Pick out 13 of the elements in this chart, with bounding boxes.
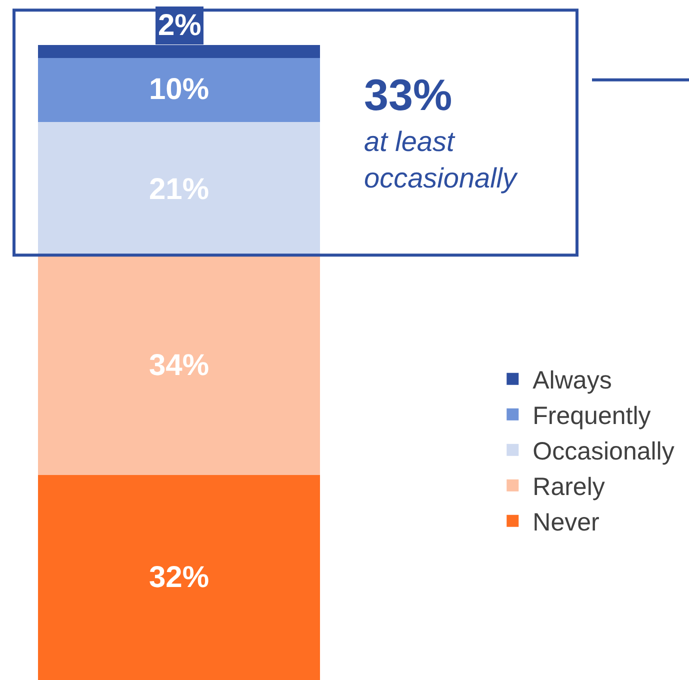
legend-label: Occasionally: [532, 438, 675, 466]
legend-label: Never: [532, 508, 600, 537]
text: 33%: [364, 71, 452, 120]
data-label: 2%: [158, 9, 202, 42]
data-label: 34%: [149, 349, 210, 382]
legend-label: Frequently: [532, 402, 652, 430]
text: at least occasionally: [364, 126, 519, 194]
bar: [38, 474, 320, 680]
data-label: 32%: [149, 561, 210, 594]
legend-label: Always: [532, 366, 612, 395]
legend-label: Rarely: [532, 473, 606, 502]
data-label: 10%: [149, 73, 210, 106]
bar: [38, 58, 320, 122]
